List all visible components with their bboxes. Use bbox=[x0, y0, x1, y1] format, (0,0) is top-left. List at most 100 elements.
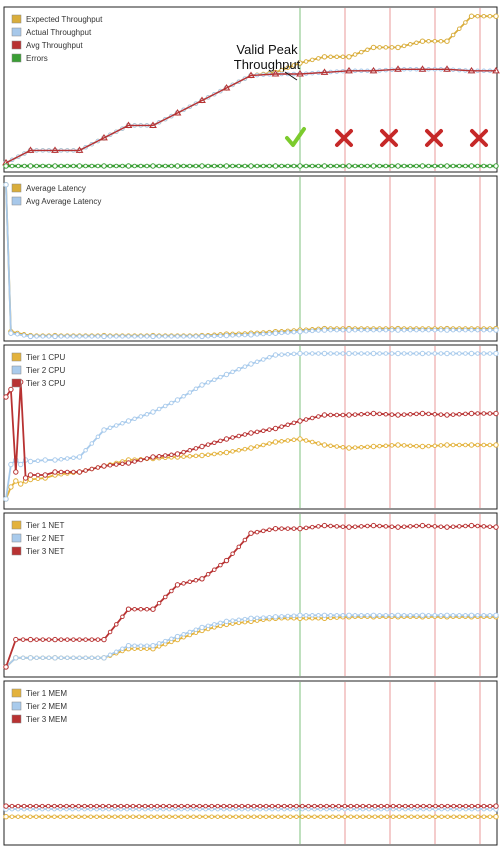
data-point bbox=[321, 163, 328, 169]
data-point bbox=[242, 163, 248, 169]
data-point bbox=[377, 163, 382, 169]
data-point bbox=[8, 461, 14, 468]
data-point bbox=[288, 803, 293, 809]
data-point bbox=[242, 432, 248, 437]
data-point bbox=[163, 334, 168, 339]
data-point bbox=[310, 524, 315, 530]
data-point bbox=[187, 579, 193, 585]
data-point bbox=[419, 163, 426, 169]
data-point bbox=[481, 411, 487, 416]
data-point bbox=[114, 622, 119, 627]
data-point bbox=[181, 454, 186, 459]
data-point bbox=[418, 65, 427, 72]
legend-swatch bbox=[11, 533, 22, 543]
data-point bbox=[432, 524, 438, 529]
data-point bbox=[138, 163, 144, 169]
data-point bbox=[493, 350, 499, 357]
data-point bbox=[426, 38, 431, 44]
data-point bbox=[107, 334, 113, 339]
data-point bbox=[242, 446, 248, 452]
data-point bbox=[118, 814, 124, 819]
data-point bbox=[352, 327, 358, 333]
data-point bbox=[101, 636, 107, 643]
panel-cpu: Tier 1 CPU Tier 2 CPU Tier 3 CPU bbox=[3, 344, 499, 510]
data-point bbox=[95, 163, 101, 169]
data-point bbox=[426, 351, 431, 356]
data-point bbox=[9, 163, 15, 169]
data-point bbox=[169, 452, 174, 458]
legend-label: Avg Throughput bbox=[26, 41, 83, 50]
data-point bbox=[345, 66, 353, 74]
data-point bbox=[169, 588, 174, 594]
data-point bbox=[267, 331, 272, 336]
data-point bbox=[3, 394, 9, 400]
data-point bbox=[150, 454, 156, 460]
data-point bbox=[291, 163, 297, 169]
data-point bbox=[100, 814, 106, 819]
data-point bbox=[124, 121, 133, 128]
data-point bbox=[83, 637, 88, 642]
data-point bbox=[95, 334, 101, 339]
data-point bbox=[360, 803, 366, 809]
data-point bbox=[161, 803, 166, 809]
data-point bbox=[316, 524, 321, 529]
data-point bbox=[463, 327, 468, 333]
data-point bbox=[365, 163, 370, 169]
data-point bbox=[167, 803, 172, 809]
data-point bbox=[324, 814, 329, 819]
data-point bbox=[316, 328, 321, 333]
data-point bbox=[433, 814, 438, 819]
data-point bbox=[154, 803, 160, 809]
data-point bbox=[248, 615, 254, 622]
data-point bbox=[130, 803, 136, 809]
data-point bbox=[463, 613, 468, 618]
data-point bbox=[487, 327, 493, 333]
data-point bbox=[469, 803, 475, 809]
data-point bbox=[321, 612, 328, 618]
data-point bbox=[493, 13, 499, 19]
data-point bbox=[389, 524, 395, 529]
data-point bbox=[254, 359, 260, 365]
data-point bbox=[65, 334, 70, 339]
data-point bbox=[114, 649, 119, 655]
data-point bbox=[395, 524, 401, 530]
legend-label: Tier 3 CPU bbox=[26, 379, 65, 388]
data-point bbox=[35, 458, 41, 464]
legend-label: Tier 3 NET bbox=[26, 547, 64, 556]
data-point bbox=[487, 524, 493, 529]
data-point bbox=[426, 443, 431, 449]
data-point bbox=[114, 423, 119, 428]
data-point bbox=[450, 524, 456, 529]
data-point bbox=[112, 803, 118, 809]
data-point bbox=[310, 613, 315, 618]
data-point bbox=[65, 456, 70, 461]
data-point bbox=[191, 814, 196, 819]
data-point bbox=[52, 469, 58, 475]
data-point bbox=[432, 443, 438, 449]
data-point bbox=[169, 334, 174, 339]
legend-swatch bbox=[11, 53, 22, 63]
data-point bbox=[426, 163, 431, 169]
data-point bbox=[267, 527, 272, 533]
data-point bbox=[297, 612, 303, 618]
data-point bbox=[125, 418, 132, 424]
data-point bbox=[205, 623, 211, 629]
data-point bbox=[352, 524, 358, 529]
data-point bbox=[187, 334, 193, 339]
data-point bbox=[52, 163, 58, 169]
data-point bbox=[181, 632, 186, 637]
data-point bbox=[469, 327, 474, 333]
data-point bbox=[236, 332, 242, 338]
data-point bbox=[218, 451, 223, 456]
data-point bbox=[21, 333, 27, 338]
data-point bbox=[261, 442, 266, 448]
data-point bbox=[114, 163, 119, 169]
data-point bbox=[149, 121, 157, 128]
data-point bbox=[212, 377, 217, 383]
cross-icon bbox=[380, 129, 398, 147]
data-point bbox=[236, 617, 242, 623]
data-point bbox=[306, 803, 311, 809]
data-point bbox=[18, 461, 24, 468]
data-point bbox=[346, 350, 352, 357]
